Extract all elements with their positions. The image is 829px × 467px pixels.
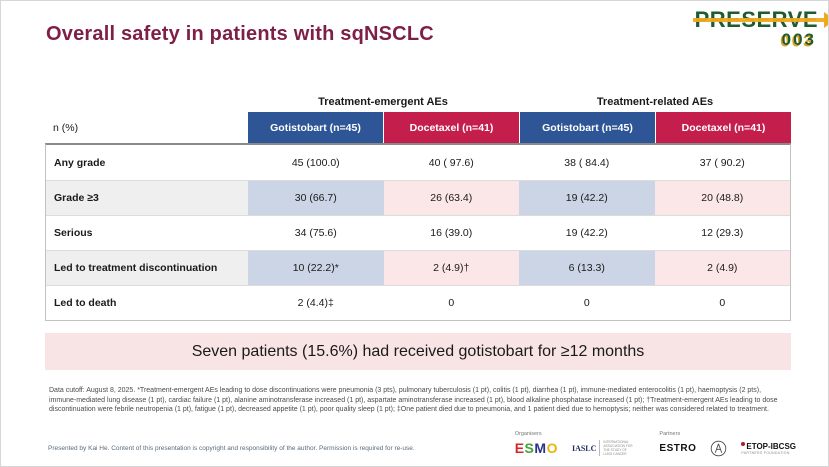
- estro-logo: ESTRO: [659, 443, 697, 454]
- cell-value: 2 (4.9): [654, 251, 790, 285]
- esmo-logo: ESMO: [515, 440, 558, 456]
- organisers-group: Organisers ESMO IASLC INTERNATIONAL ASSO…: [515, 431, 634, 456]
- page-title: Overall safety in patients with sqNSCLC: [46, 23, 434, 45]
- etop-logo-text: ETOP-IBCSG: [746, 442, 796, 451]
- cell-value: 0: [583, 297, 590, 309]
- cell-value: 6 (13.3): [519, 251, 655, 285]
- partner-emblem-icon: [711, 440, 727, 457]
- cell-value: 16 (39.0): [430, 227, 473, 239]
- table-group-header-row: Treatment-emergent AEs Treatment-related…: [45, 87, 791, 112]
- presenter-credit: Presented by Kai He. Content of this pre…: [48, 445, 415, 452]
- esmo-letter: M: [534, 440, 547, 456]
- table-column-header-row: n (%) Gotistobart (n=45) Docetaxel (n=41…: [45, 112, 791, 143]
- cell-value: 10 (22.2)*: [248, 251, 384, 285]
- safety-table: Treatment-emergent AEs Treatment-related…: [45, 87, 791, 321]
- table-row-discontinuation: Led to treatment discontinuation 10 (22.…: [46, 250, 790, 285]
- table-row-grade-ge3: Grade ≥3 30 (66.7) 26 (63.4) 19 (42.2) 2…: [46, 180, 790, 215]
- cell-value: 2 (4.4)‡: [297, 297, 334, 309]
- table-row-led-to-death: Led to death 2 (4.4)‡ 0 0 0: [46, 285, 790, 320]
- cell-value: 37 ( 90.2): [699, 156, 745, 169]
- column-header-docetaxel-tr: Docetaxel (n=41): [655, 112, 791, 143]
- cell-value: 30 (66.7): [248, 181, 384, 215]
- group-header-treatment-related: Treatment-related AEs: [596, 96, 714, 108]
- etop-dot-icon: [741, 442, 746, 446]
- row-label: Grade ≥3: [46, 181, 248, 215]
- esmo-letter: S: [524, 440, 535, 456]
- esmo-letter: E: [514, 440, 525, 456]
- group-header-treatment-emergent: Treatment-emergent AEs: [318, 96, 448, 108]
- esmo-letter: O: [546, 440, 558, 456]
- cell-value: 19 (42.2): [519, 181, 655, 215]
- row-label: Serious: [54, 227, 93, 239]
- iaslc-logo-text: IASLC: [571, 443, 597, 453]
- iaslc-logo-subtext: INTERNATIONAL ASSOCIATION FOR THE STUDY …: [599, 440, 633, 456]
- cell-value: 0: [448, 297, 455, 309]
- row-label: Any grade: [54, 156, 106, 169]
- cell-value: 34 (75.6): [294, 227, 337, 239]
- cell-value: 45 (100.0): [291, 156, 340, 169]
- footnote-text: Data cutoff: August 8, 2025. *Treatment-…: [49, 387, 778, 414]
- cell-value: 0: [719, 297, 726, 309]
- cell-value: 2 (4.9)†: [383, 251, 519, 285]
- partners-group: Partners ESTRO ETOP-IBCSG PARTNERS FOUND…: [659, 431, 796, 457]
- etop-logo-subtext: PARTNERS FOUNDATION: [741, 451, 790, 455]
- footer-logos: Organisers ESMO IASLC INTERNATIONAL ASSO…: [515, 431, 796, 457]
- row-header-label: n (%): [53, 121, 79, 134]
- cell-value: 38 ( 84.4): [564, 156, 610, 169]
- table-row-any-grade: Any grade 45 (100.0) 40 ( 97.6) 38 ( 84.…: [46, 145, 790, 180]
- column-header-docetaxel-te: Docetaxel (n=41): [383, 112, 519, 143]
- preserve-003-logo: PRESERVE 003: [692, 9, 828, 49]
- table-row-serious: Serious 34 (75.6) 16 (39.0) 19 (42.2) 12…: [46, 215, 790, 250]
- row-label: Led to treatment discontinuation: [46, 251, 248, 285]
- table-body: Any grade 45 (100.0) 40 ( 97.6) 38 ( 84.…: [45, 143, 791, 321]
- partners-label: Partners: [659, 431, 681, 437]
- iaslc-logo: IASLC INTERNATIONAL ASSOCIATION FOR THE …: [572, 440, 633, 456]
- cell-value: 12 (29.3): [701, 227, 744, 239]
- preserve-logo-number: 003: [781, 30, 816, 49]
- preserve-arrow-icon: [692, 18, 826, 22]
- cell-value: 19 (42.2): [565, 227, 608, 239]
- preserve-arrowhead-icon: [824, 12, 828, 28]
- etop-ibcsg-logo: ETOP-IBCSG PARTNERS FOUNDATION: [741, 442, 796, 455]
- cell-value: 20 (48.8): [654, 181, 790, 215]
- column-header-gotistobart-tr: Gotistobart (n=45): [519, 112, 655, 143]
- highlight-banner: Seven patients (15.6%) had received goti…: [45, 333, 791, 370]
- column-header-gotistobart-te: Gotistobart (n=45): [247, 112, 383, 143]
- row-label: Led to death: [54, 297, 117, 309]
- cell-value: 40 ( 97.6): [428, 156, 474, 169]
- cell-value: 26 (63.4): [383, 181, 519, 215]
- organisers-label: Organisers: [514, 431, 542, 437]
